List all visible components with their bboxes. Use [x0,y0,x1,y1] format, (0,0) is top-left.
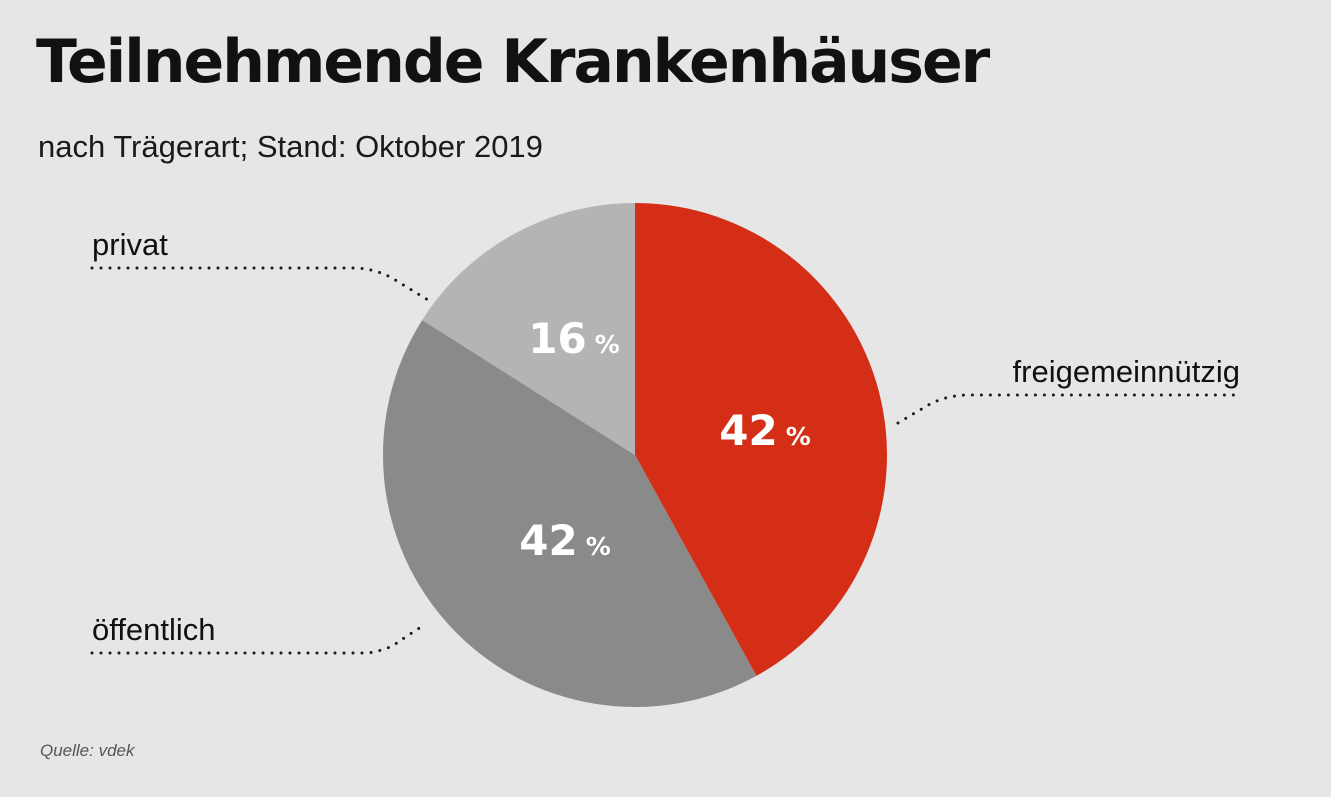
category-label-privat: privat [92,227,168,262]
value-number-freigemeinnuetzig: 42 [719,406,777,455]
value-unit-oeffentlich: % [586,532,611,561]
chart-subtitle: nach Trägerart; Stand: Oktober 2019 [38,129,543,164]
pie-slice-freigemeinnuetzig [635,203,887,676]
chart-title: Teilnehmende Krankenhäuser [36,27,990,97]
value-number-privat: 16 [528,314,586,363]
value-unit-privat: % [595,330,620,359]
value-number-oeffentlich: 42 [519,516,577,565]
source-note: Quelle: vdek [40,741,135,760]
category-label-freigemeinnuetzig: freigemeinnützig [1013,354,1240,389]
value-unit-freigemeinnuetzig: % [786,422,811,451]
pie-slices [382,203,887,707]
leader-lines [90,266,1242,655]
pie-slice-oeffentlich [382,319,757,707]
category-label-oeffentlich: öffentlich [92,612,216,647]
leader-line-privat [90,266,430,302]
pie-slice-privat [422,203,635,455]
leader-line-freigemeinnuetzig [896,393,1242,425]
value-label-freigemeinnuetzig: 42% [719,406,811,455]
value-label-privat: 16% [528,314,620,363]
value-label-oeffentlich: 42% [519,516,611,565]
